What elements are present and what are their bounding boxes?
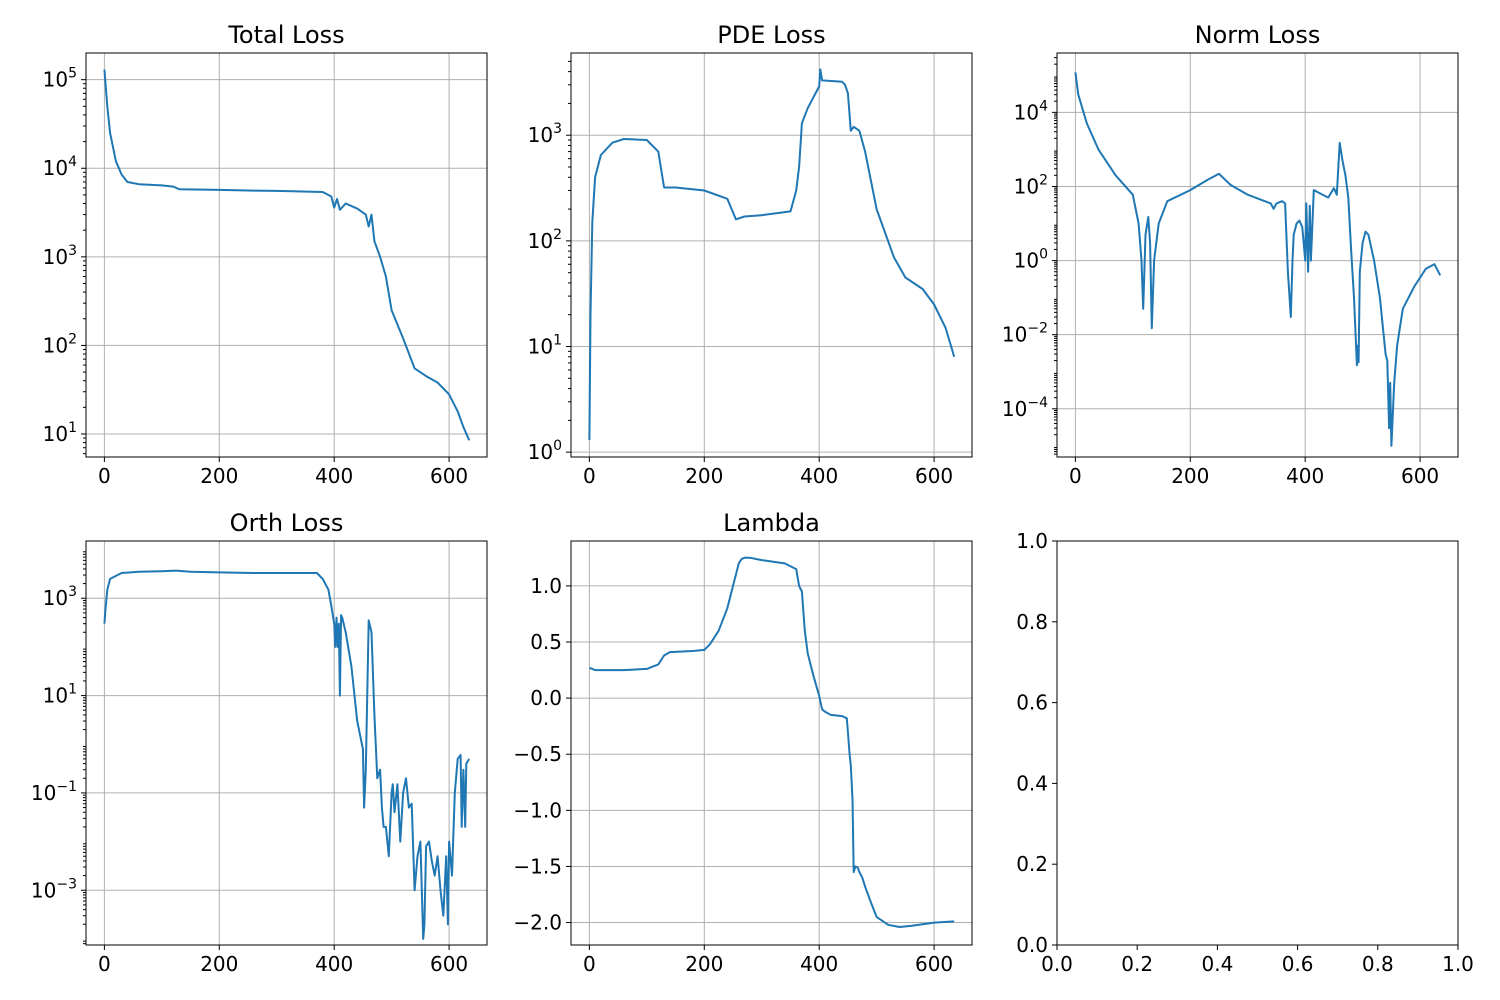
subplot-title: Total Loss bbox=[227, 21, 344, 49]
subplot-6: 0.0 0.2 0.4 0.6 0.8 1.0 0.0 0.2 0.4 0.6 0.8 1.0 bbox=[1016, 529, 1474, 976]
x-tick-label: 600 bbox=[915, 464, 953, 488]
plot-frame bbox=[1056, 540, 1459, 946]
x-tick-label: 0.0 bbox=[1041, 952, 1073, 976]
y-tick-label: 100 bbox=[528, 438, 562, 464]
x-tick-label: 600 bbox=[430, 952, 468, 976]
x-tick-label: 0 bbox=[1069, 464, 1082, 488]
series-line-1 bbox=[103, 569, 471, 940]
x-tick-label: 1.0 bbox=[1442, 952, 1474, 976]
y-tick-label: 104 bbox=[1014, 98, 1048, 124]
y-tick-label: 102 bbox=[528, 227, 562, 253]
x-tick-label: 0 bbox=[583, 464, 596, 488]
subplot-4: 0 200 400 600 10−3 10−1 101 103 Orth Loss bbox=[31, 509, 488, 976]
y-tick-label: 0.2 bbox=[1016, 852, 1048, 876]
y-tick-label: 10−4 bbox=[1002, 395, 1048, 421]
x-tick-label: 400 bbox=[315, 464, 353, 488]
y-tick-label: 103 bbox=[528, 121, 562, 147]
plot-frame bbox=[85, 52, 488, 458]
y-tick-label: 104 bbox=[43, 154, 77, 180]
x-tick-label: 400 bbox=[800, 464, 838, 488]
plot-frame bbox=[570, 52, 973, 458]
x-tick-label: 600 bbox=[1401, 464, 1439, 488]
subplot-1: 0 200 400 600 101 102 103 104 105 Total Loss bbox=[43, 21, 488, 488]
y-tick-label: 10−1 bbox=[31, 779, 77, 805]
y-tick-label: 100 bbox=[1014, 247, 1048, 273]
x-tick-label: 200 bbox=[1171, 464, 1209, 488]
plot-frame bbox=[1056, 52, 1459, 458]
y-tick-label: 101 bbox=[43, 420, 77, 446]
x-tick-label: 600 bbox=[430, 464, 468, 488]
y-tick-label: 105 bbox=[43, 66, 77, 92]
series-line-1 bbox=[1074, 72, 1442, 447]
y-tick-label: −1.0 bbox=[513, 798, 562, 822]
y-tick-label: 10−2 bbox=[1002, 321, 1048, 347]
subplot-title: Lambda bbox=[723, 509, 820, 537]
y-tick-label: 0.0 bbox=[1016, 933, 1048, 957]
x-tick-label: 400 bbox=[315, 952, 353, 976]
y-tick-label: −1.5 bbox=[513, 854, 562, 878]
plot-frame bbox=[85, 540, 488, 946]
y-tick-label: 102 bbox=[1014, 172, 1048, 198]
x-tick-label: 0 bbox=[98, 952, 111, 976]
x-tick-label: 0.6 bbox=[1282, 952, 1314, 976]
y-tick-label: 0.8 bbox=[1016, 610, 1048, 634]
y-tick-label: 1.0 bbox=[1016, 529, 1048, 553]
x-tick-label: 0 bbox=[583, 952, 596, 976]
y-tick-label: 0.0 bbox=[530, 686, 562, 710]
y-tick-label: 102 bbox=[43, 331, 77, 357]
subplot-5: 0 200 400 600 −2.0 −1.5 −1.0 −0.5 0.0 0.5 1.0 Lambd… bbox=[513, 509, 973, 976]
y-tick-label: 0.4 bbox=[1016, 771, 1048, 795]
y-tick-label: 0.5 bbox=[530, 630, 562, 654]
y-tick-label: 10−3 bbox=[31, 876, 77, 902]
x-tick-label: 400 bbox=[800, 952, 838, 976]
series-line-1 bbox=[103, 69, 471, 441]
subplot-title: Orth Loss bbox=[230, 509, 344, 537]
y-tick-label: 0.6 bbox=[1016, 691, 1048, 715]
y-tick-label: 101 bbox=[528, 333, 562, 359]
x-tick-label: 200 bbox=[200, 464, 238, 488]
y-tick-label: 103 bbox=[43, 584, 77, 610]
y-tick-label: 101 bbox=[43, 682, 77, 708]
subplot-title: Norm Loss bbox=[1195, 21, 1321, 49]
x-tick-label: 0 bbox=[98, 464, 111, 488]
x-tick-label: 0.2 bbox=[1121, 952, 1153, 976]
x-tick-label: 200 bbox=[200, 952, 238, 976]
y-tick-label: 1.0 bbox=[530, 574, 562, 598]
subplot-3: 0 200 400 600 10−4 10−2 100 102 104 Norm Loss bbox=[1002, 21, 1459, 488]
y-tick-label: −2.0 bbox=[513, 911, 562, 935]
x-tick-label: 0.4 bbox=[1201, 952, 1233, 976]
subplot-title: PDE Loss bbox=[717, 21, 825, 49]
subplot-2: 0 200 400 600 100 101 102 103 PDE Loss bbox=[528, 21, 973, 488]
x-tick-label: 0.8 bbox=[1362, 952, 1394, 976]
x-tick-label: 200 bbox=[685, 464, 723, 488]
x-tick-label: 400 bbox=[1286, 464, 1324, 488]
x-tick-label: 200 bbox=[685, 952, 723, 976]
plot-frame bbox=[570, 540, 973, 946]
y-tick-label: 103 bbox=[43, 243, 77, 269]
x-tick-label: 600 bbox=[915, 952, 953, 976]
y-tick-label: −0.5 bbox=[513, 742, 562, 766]
series-line-1 bbox=[588, 68, 956, 441]
series-line-1 bbox=[589, 556, 955, 928]
